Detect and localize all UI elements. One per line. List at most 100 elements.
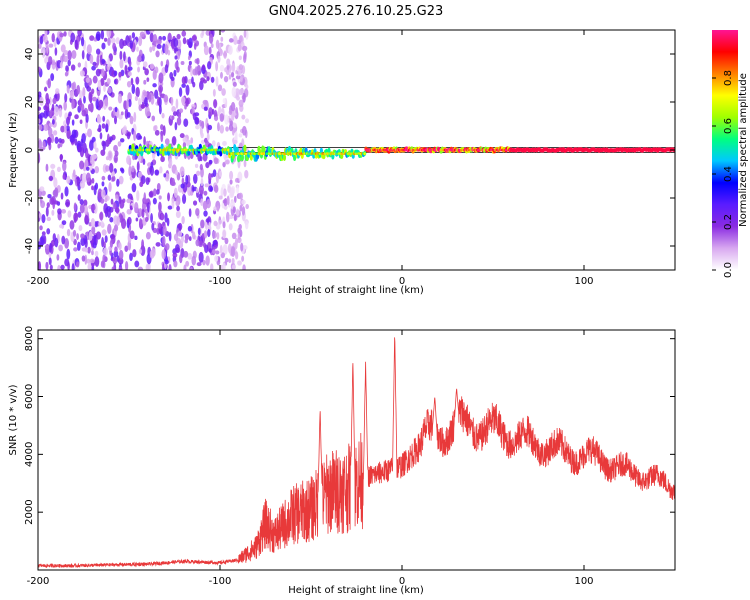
noise-cell (81, 172, 87, 183)
colorbar-gradient (712, 30, 738, 270)
noise-cell (142, 158, 146, 165)
noise-cell (146, 77, 150, 82)
noise-cell (68, 111, 72, 117)
noise-cell (146, 111, 152, 116)
noise-cell (137, 66, 140, 73)
noise-cell (81, 133, 86, 144)
noise-cell (116, 215, 121, 226)
noise-cell (86, 86, 92, 92)
noise-cell (200, 132, 204, 139)
noise-cell (196, 170, 201, 176)
noise-cell (103, 203, 109, 214)
noise-cell (42, 140, 46, 150)
noise-cell (179, 133, 185, 139)
noise-cell (238, 88, 244, 96)
noise-cell (118, 114, 123, 120)
noise-cell (170, 181, 176, 186)
noise-cell (215, 76, 219, 87)
noise-cell (161, 249, 166, 260)
noise-cell (177, 222, 183, 231)
noise-cell (135, 217, 139, 222)
noise-cell (91, 225, 96, 235)
carrier-core (363, 152, 366, 156)
noise-cell (158, 195, 162, 200)
noise-cell (60, 264, 65, 270)
noise-cell (159, 86, 162, 98)
noise-cell (100, 30, 105, 40)
noise-cell (44, 102, 50, 111)
noise-cell (80, 36, 85, 47)
noise-cell (63, 55, 69, 63)
noise-cell (107, 37, 111, 46)
noise-cell (73, 212, 79, 222)
noise-cell (205, 255, 210, 266)
noise-cell (87, 246, 91, 254)
noise-cell (235, 208, 240, 217)
noise-cell (214, 255, 219, 262)
noise-cell (208, 221, 212, 231)
noise-cell (138, 248, 143, 255)
noise-cell (89, 165, 93, 171)
noise-cell (134, 260, 140, 268)
noise-cell (71, 49, 77, 59)
noise-cell (162, 235, 166, 247)
carrier-cell (331, 153, 335, 160)
noise-cell (84, 247, 89, 253)
noise-cell (143, 136, 146, 146)
noise-cell (90, 217, 96, 228)
noise-cell (136, 46, 139, 52)
noise-cell (138, 97, 141, 107)
noise-cell (231, 62, 236, 73)
noise-cell (53, 106, 60, 117)
noise-cell (152, 83, 157, 88)
noise-cell (72, 229, 77, 237)
noise-cell (48, 175, 54, 181)
noise-cell (160, 131, 164, 143)
noise-cell (224, 159, 230, 165)
noise-cell (112, 256, 118, 265)
noise-cell (39, 36, 44, 45)
noise-cell (88, 231, 93, 242)
noise-cell (223, 188, 227, 197)
noise-cell (213, 157, 219, 165)
x-tick-label: -100 (209, 276, 232, 287)
noise-cell (84, 158, 89, 168)
noise-cell (94, 250, 99, 257)
noise-cell (123, 51, 126, 62)
noise-cell (198, 251, 204, 263)
noise-cell (69, 90, 75, 100)
noise-cell (40, 46, 46, 56)
noise-cell (100, 221, 104, 227)
noise-cell (126, 112, 131, 118)
noise-cell (245, 203, 249, 210)
noise-cell (197, 151, 202, 162)
noise-cell (182, 137, 188, 143)
noise-cell (239, 75, 243, 83)
noise-cell (185, 174, 189, 185)
noise-cell (136, 190, 140, 202)
noise-cell (71, 98, 75, 110)
noise-cell (101, 229, 107, 236)
noise-cell (243, 53, 247, 64)
noise-cell (126, 209, 131, 215)
noise-cell (185, 98, 189, 107)
noise-cell (215, 39, 220, 50)
noise-cell (178, 108, 184, 114)
noise-cell (58, 244, 63, 252)
noise-cell (67, 59, 71, 67)
noise-cell (73, 247, 78, 252)
noise-cell (219, 244, 223, 255)
noise-cell (208, 172, 212, 182)
noise-cell (144, 68, 149, 76)
noise-cell (152, 197, 157, 205)
noise-cell (149, 249, 155, 259)
noise-cell (113, 115, 118, 125)
noise-cell (96, 54, 100, 66)
noise-cell (74, 39, 78, 50)
noise-cell (56, 166, 61, 173)
noise-cell (85, 172, 91, 183)
noise-cell (189, 266, 193, 270)
noise-cell (124, 245, 129, 252)
colorbar-label: Normalized spectral amplitude (738, 73, 749, 227)
